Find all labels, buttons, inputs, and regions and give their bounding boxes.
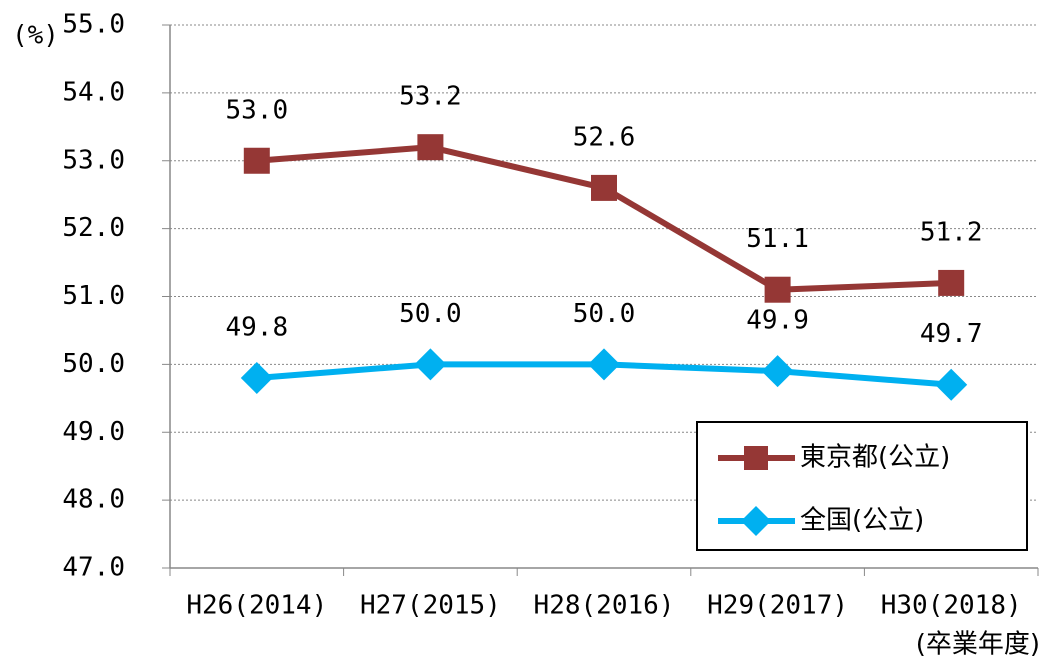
x-tick-label: H30(2018) (881, 591, 1022, 621)
y-tick-label: 47.0 (62, 553, 125, 583)
y-tick-label: 50.0 (62, 349, 125, 379)
data-label: 53.2 (399, 82, 462, 112)
y-tick-label: 48.0 (62, 485, 125, 515)
x-tick-label: H26(2014) (186, 591, 327, 621)
y-tick-label: 55.0 (62, 10, 125, 40)
y-tick-label: 54.0 (62, 77, 125, 107)
y-axis-label: (%) (12, 21, 59, 51)
legend-label: 全国(公立) (800, 506, 924, 536)
data-label: 50.0 (573, 299, 636, 329)
data-label: 53.0 (225, 95, 288, 125)
y-tick-label: 53.0 (62, 145, 125, 175)
x-tick-label: H28(2016) (534, 591, 675, 621)
series-line (256, 144, 952, 293)
y-tick-label: 51.0 (62, 281, 125, 311)
x-tick-label: H29(2017) (707, 591, 848, 621)
marker (744, 446, 768, 470)
data-label: 49.7 (920, 319, 983, 349)
x-tick-label: H27(2015) (360, 591, 501, 621)
y-tick-label: 52.0 (62, 213, 125, 243)
marker (591, 174, 617, 201)
y-tick-label: 49.0 (62, 417, 125, 447)
data-label: 52.6 (573, 122, 636, 152)
data-label: 51.1 (746, 224, 809, 254)
data-label: 49.9 (746, 306, 809, 336)
marker (764, 276, 791, 303)
marker (938, 269, 965, 296)
legend: 東京都(公立) 全国(公立) (696, 421, 1028, 551)
data-label: 49.8 (225, 312, 288, 342)
marker (741, 506, 771, 536)
marker (243, 147, 270, 174)
marker (240, 361, 273, 394)
marker (417, 134, 444, 161)
marker (761, 355, 794, 388)
legend-label: 東京都(公立) (800, 443, 950, 473)
data-label: 50.0 (399, 299, 462, 329)
marker (935, 368, 968, 401)
data-label: 51.2 (920, 217, 983, 247)
marker (414, 348, 447, 381)
marker (588, 348, 620, 381)
x-axis-label: (卒業年度) (916, 630, 1040, 660)
